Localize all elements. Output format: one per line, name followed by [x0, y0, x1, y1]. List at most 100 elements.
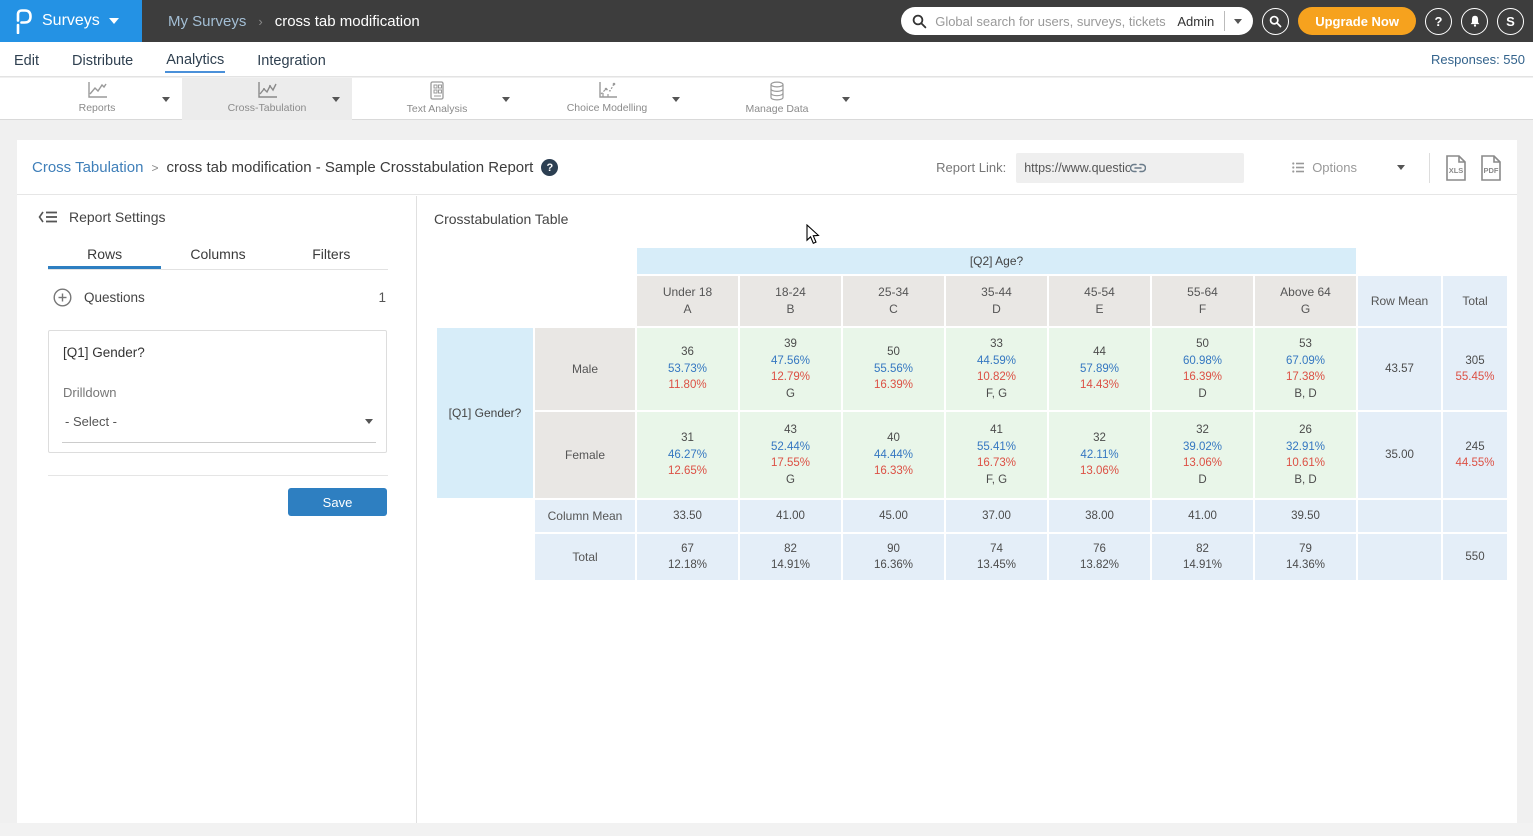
cross-tab-chart-icon: [197, 81, 337, 100]
cell-sig: G: [740, 386, 841, 403]
panel-divider: [48, 475, 388, 476]
add-question-icon[interactable]: [53, 288, 72, 307]
cell-row-pct: 14.43%: [1049, 377, 1150, 394]
cell-col-pct: 55.56%: [843, 361, 944, 378]
questions-label: Questions: [84, 290, 145, 305]
drilldown-select[interactable]: - Select -: [62, 411, 376, 443]
topbar-actions: Admin Upgrade Now ? S: [901, 7, 1524, 35]
cell-row-pct: 13.06%: [1049, 463, 1150, 480]
crosstab-cell: 3146.27%12.65%: [637, 412, 738, 498]
cell-col-pct: 57.89%: [1049, 361, 1150, 378]
cell-col-pct: 39.02%: [1152, 439, 1253, 456]
crosstab-cell: 3239.02%13.06%D: [1152, 412, 1253, 498]
topbar-breadcrumb: My Surveys › cross tab modification: [168, 0, 420, 42]
row-spacer: [437, 534, 533, 580]
cell-count: 44: [1049, 344, 1150, 361]
tab-edit[interactable]: Edit: [13, 46, 40, 72]
column-mean-cell: 41.00: [1152, 500, 1253, 532]
tab-filters[interactable]: Filters: [275, 240, 388, 269]
row-total-cell: 24544.55%: [1443, 412, 1507, 498]
toolbar-item-reports[interactable]: Reports: [12, 78, 182, 120]
upgrade-now-button[interactable]: Upgrade Now: [1298, 7, 1416, 35]
tab-distribute[interactable]: Distribute: [71, 46, 134, 72]
toolbar-item-text-analysis[interactable]: Text Analysis: [352, 78, 522, 120]
column-group-header: [Q2] Age?: [637, 248, 1356, 274]
crosstab-cell: 2632.91%10.61%B, D: [1255, 412, 1356, 498]
column-mean-cell: 33.50: [637, 500, 738, 532]
text-analysis-caret-icon[interactable]: [502, 97, 510, 102]
cell-row-pct: 10.82%: [946, 369, 1047, 386]
row-label-male: Male: [535, 328, 635, 410]
search-scope-caret-icon[interactable]: [1234, 19, 1242, 24]
options-button[interactable]: Options: [1292, 160, 1357, 175]
export-pdf-icon[interactable]: PDF: [1479, 154, 1503, 182]
database-icon: [707, 81, 847, 101]
cell-col-pct: 44.59%: [946, 353, 1047, 370]
cell-count: 32: [1152, 422, 1253, 439]
product-name: Surveys: [42, 12, 100, 30]
help-button[interactable]: ?: [1425, 8, 1452, 35]
search-button[interactable]: [1262, 8, 1289, 35]
search-divider: [1224, 11, 1225, 31]
search-input[interactable]: [935, 14, 1177, 29]
total-cell: 7613.82%: [1049, 534, 1150, 580]
column-mean-cell: 39.50: [1255, 500, 1356, 532]
column-mean-cell: 38.00: [1049, 500, 1150, 532]
cell-count: 33: [946, 336, 1047, 353]
cell-sig: D: [1152, 386, 1253, 403]
line-chart-icon: [27, 81, 167, 100]
options-list-icon: [1292, 162, 1305, 173]
total-cell: 7914.36%: [1255, 534, 1356, 580]
report-breadcrumb: Cross Tabulation > cross tab modificatio…: [32, 140, 558, 195]
report-link-field[interactable]: https://www.questionpro.com/t/lCw3Zc: [1016, 153, 1244, 183]
notifications-button[interactable]: [1461, 8, 1488, 35]
cell-count: 50: [1152, 336, 1253, 353]
tab-integration[interactable]: Integration: [256, 46, 327, 72]
choice-modelling-caret-icon[interactable]: [672, 97, 680, 102]
manage-data-caret-icon[interactable]: [842, 97, 850, 102]
product-caret-icon: [109, 18, 119, 24]
col-header-b: 18-24B: [740, 276, 841, 326]
row-mean-header: Row Mean: [1358, 276, 1441, 326]
row-total-cell: 30555.45%: [1443, 328, 1507, 410]
toolbar-item-manage-data[interactable]: Manage Data: [692, 78, 862, 120]
cell-count: 53: [1255, 336, 1356, 353]
export-xls-icon[interactable]: XLS: [1444, 154, 1468, 182]
cross-tabulation-link[interactable]: Cross Tabulation: [32, 159, 143, 176]
tab-rows[interactable]: Rows: [48, 240, 161, 269]
cell-sig: B, D: [1255, 386, 1356, 403]
corner-spacer: [1358, 248, 1507, 274]
responses-count: Responses: 550: [1431, 52, 1525, 67]
search-icon: [912, 14, 927, 29]
report-title: cross tab modification - Sample Crosstab…: [166, 159, 533, 176]
toolbar-item-choice-modelling[interactable]: Choice Modelling: [522, 78, 692, 120]
cross-tabulation-caret-icon[interactable]: [332, 97, 340, 102]
crosstab-cell: 5060.98%16.39%D: [1152, 328, 1253, 410]
bottom-strip: [0, 823, 1533, 836]
export-divider: [1429, 153, 1430, 183]
questions-row: Questions 1: [53, 288, 386, 307]
drilldown-caret-icon: [365, 419, 373, 424]
admin-scope-label: Admin: [1177, 14, 1214, 29]
product-menu[interactable]: Surveys: [0, 0, 142, 42]
crosstab-cell: 5055.56%16.39%: [843, 328, 944, 410]
reports-caret-icon[interactable]: [162, 97, 170, 102]
toolbar-item-label: Choice Modelling: [537, 102, 677, 114]
tab-analytics[interactable]: Analytics: [165, 45, 225, 73]
toolbar-item-cross-tabulation[interactable]: Cross-Tabulation: [182, 78, 352, 120]
collapse-panel-icon[interactable]: [38, 210, 58, 224]
cell-count: 50: [843, 344, 944, 361]
cell-col-pct: 42.11%: [1049, 447, 1150, 464]
options-caret-icon[interactable]: [1397, 165, 1405, 170]
cell-count: 32: [1049, 430, 1150, 447]
tab-columns[interactable]: Columns: [161, 240, 274, 269]
account-avatar[interactable]: S: [1497, 8, 1524, 35]
breadcrumb-my-surveys[interactable]: My Surveys: [168, 13, 246, 30]
report-help-icon[interactable]: ?: [541, 159, 558, 176]
crosstab-cell: 3653.73%11.80%: [637, 328, 738, 410]
breadcrumb-separator: ›: [258, 14, 262, 29]
save-button[interactable]: Save: [288, 488, 387, 516]
crosstab-cell: 4044.44%16.33%: [843, 412, 944, 498]
cell-count: 39: [740, 336, 841, 353]
analytics-toolbar: Reports Cross-Tabulation Text Analysis C…: [0, 78, 1533, 120]
